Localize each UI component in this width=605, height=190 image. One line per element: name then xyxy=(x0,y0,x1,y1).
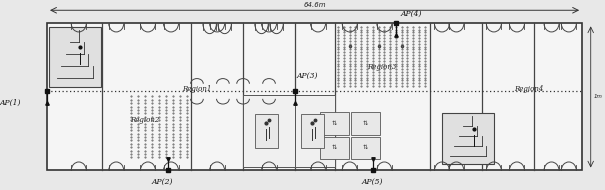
Bar xyxy=(301,114,324,148)
Bar xyxy=(351,137,380,159)
Text: Region2: Region2 xyxy=(131,116,160,124)
Bar xyxy=(243,95,295,167)
Bar xyxy=(255,114,278,148)
Text: ⇅: ⇅ xyxy=(332,121,337,126)
Text: ⇅: ⇅ xyxy=(362,145,368,150)
Bar xyxy=(295,95,335,167)
Text: ⇅: ⇅ xyxy=(362,121,368,126)
Text: AP(1): AP(1) xyxy=(0,99,21,107)
Bar xyxy=(47,23,582,170)
Text: 1m: 1m xyxy=(594,94,603,99)
Bar xyxy=(442,113,494,164)
Bar xyxy=(320,112,348,135)
Text: AP(2): AP(2) xyxy=(152,178,173,186)
Bar xyxy=(351,112,380,135)
Text: Region4: Region4 xyxy=(514,86,543,93)
Text: AP(5): AP(5) xyxy=(362,178,384,186)
Text: Region1: Region1 xyxy=(182,86,212,93)
Text: Region3: Region3 xyxy=(367,63,396,71)
Bar xyxy=(49,27,100,87)
Bar xyxy=(320,137,348,159)
Text: 64.6m: 64.6m xyxy=(304,2,327,8)
Text: AP(3): AP(3) xyxy=(296,72,318,80)
Text: ⇅: ⇅ xyxy=(332,145,337,150)
Text: AP(4): AP(4) xyxy=(401,10,422,18)
